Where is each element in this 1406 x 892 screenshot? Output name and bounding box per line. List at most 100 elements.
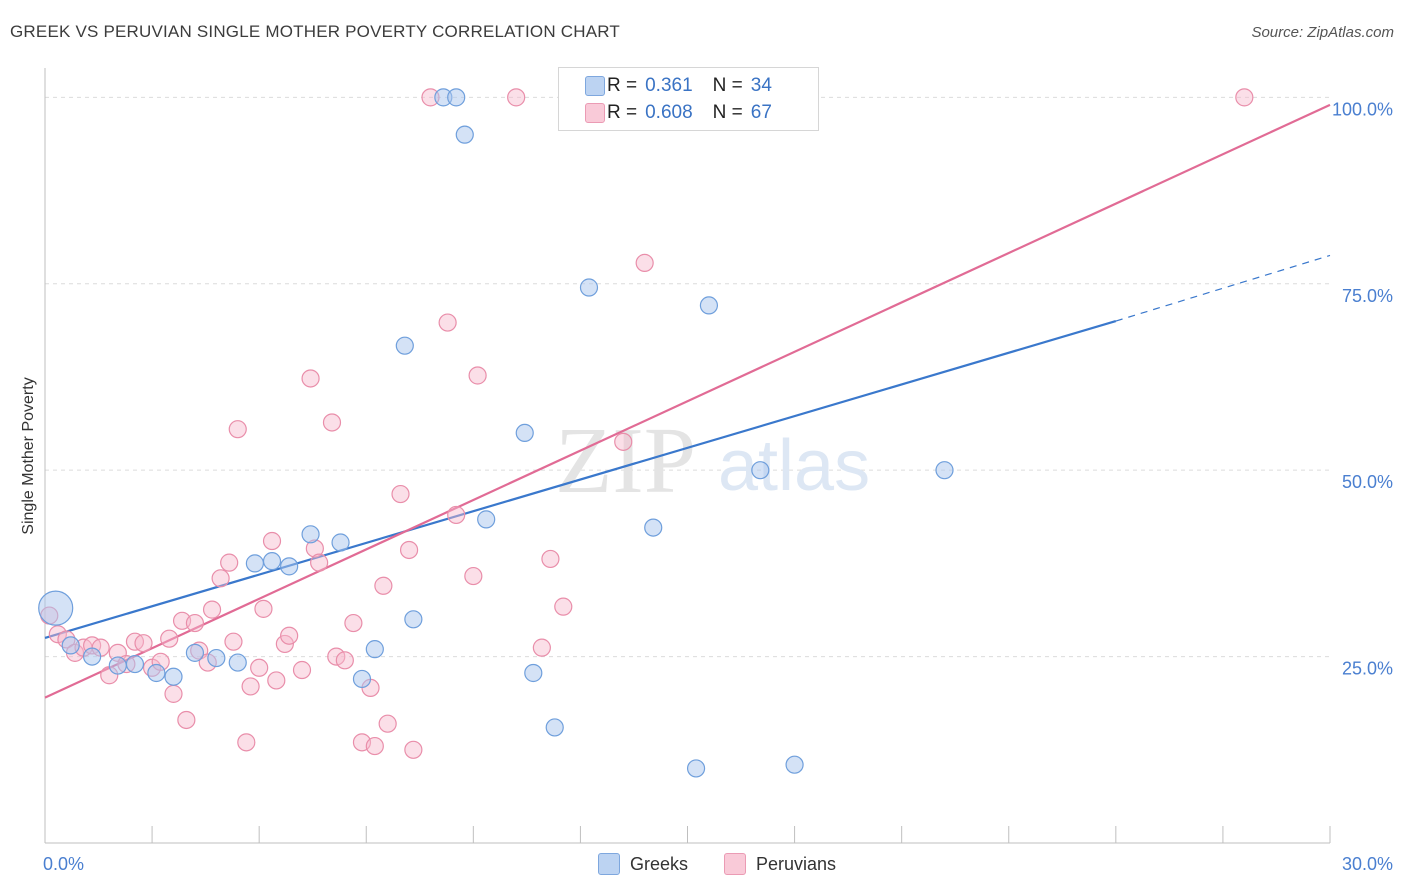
peruvian-point — [267, 671, 286, 690]
greek-point — [365, 640, 384, 659]
legend-r-label: R = — [607, 75, 638, 96]
greek-point — [545, 718, 564, 737]
greek-point — [515, 423, 534, 443]
peruvian-point — [404, 740, 423, 759]
greek-point — [262, 552, 282, 571]
peruvian-point — [241, 677, 260, 696]
greek-point — [579, 278, 599, 297]
legend-r-value: 0.361 — [645, 75, 693, 96]
peruvian-point — [185, 613, 205, 633]
legend-swatch-greeks — [585, 76, 605, 96]
y-tick-label: 75.0% — [1342, 286, 1393, 306]
grid-layer — [45, 96, 1330, 658]
greek-point — [207, 648, 226, 668]
legend-row-peruvians: R = 0.608 N = 67 — [585, 101, 772, 125]
legend-n-label: N = — [712, 102, 743, 123]
peruvian-point — [614, 432, 633, 451]
peruvian-point — [211, 569, 230, 588]
greek-point — [185, 643, 205, 662]
peruvians-trend-line — [44, 103, 1331, 699]
greek-point — [935, 461, 954, 480]
chart-source: Source: ZipAtlas.com — [1251, 24, 1394, 41]
peruvian-point — [635, 253, 654, 272]
greek-point — [228, 653, 247, 672]
y-tick-label: 50.0% — [1342, 472, 1393, 492]
peruvians-points — [40, 88, 1254, 759]
bottom-legend-peruvians-label: Peruvians — [756, 853, 837, 874]
legend-box: R = 0.361 N = 34 R = 0.608 N = 67 — [558, 67, 819, 131]
peruvian-point — [532, 638, 551, 657]
greek-point — [477, 510, 496, 529]
greek-point — [447, 88, 466, 107]
greek-point — [686, 759, 706, 778]
peruvian-point — [220, 553, 239, 572]
bottom-legend-greeks-label: Greeks — [630, 853, 689, 874]
peruvian-point — [447, 505, 466, 525]
legend-row-greeks: R = 0.361 N = 34 — [585, 74, 772, 98]
watermark-atlas: atlas — [718, 426, 870, 506]
greek-point — [301, 525, 320, 544]
y-axis-title: Single Mother Poverty — [20, 377, 37, 535]
peruvian-point — [399, 540, 419, 560]
greeks-trend-extension — [1115, 254, 1331, 322]
peruvian-point — [280, 626, 299, 645]
peruvian-point — [134, 634, 153, 653]
peruvian-point — [541, 549, 560, 569]
greek-point — [395, 336, 414, 355]
peruvian-point — [48, 625, 67, 644]
peruvian-point — [374, 576, 393, 595]
bottom-legend-greeks: Greeks — [598, 852, 688, 876]
chart-title: GREEK VS PERUVIAN SINGLE MOTHER POVERTY … — [10, 22, 620, 41]
peruvian-point — [310, 553, 329, 572]
greek-point — [455, 125, 474, 144]
x-tick-label: 30.0% — [1342, 854, 1393, 874]
peruvian-point — [254, 599, 273, 618]
legend-n-label: N = — [712, 75, 743, 96]
bottom-legend-peruvians-swatch — [724, 853, 746, 875]
greek-point — [785, 755, 804, 774]
peruvian-point — [365, 736, 384, 756]
greek-point — [644, 518, 663, 537]
peruvian-point — [507, 88, 526, 107]
peruvian-point — [438, 313, 457, 332]
peruvian-point — [202, 600, 222, 619]
watermark-zip: ZIP — [555, 409, 696, 513]
legend-n-value: 67 — [750, 102, 772, 123]
peruvian-point — [275, 634, 294, 654]
x-tick-label: 0.0% — [43, 854, 84, 874]
peruvian-point — [224, 632, 243, 651]
peruvian-point — [1235, 88, 1254, 107]
greek-point — [61, 636, 80, 655]
greek-point — [524, 663, 543, 683]
greek-point — [751, 461, 770, 480]
peruvian-point — [464, 566, 483, 586]
greek-point — [147, 663, 166, 683]
peruvian-point — [344, 613, 363, 633]
greek-point — [280, 557, 299, 576]
greek-point — [404, 610, 423, 629]
peruvian-point — [228, 420, 247, 439]
axis-layer — [44, 68, 1331, 844]
peruvian-point — [164, 684, 183, 703]
peruvian-point — [301, 369, 320, 388]
tick-labels: 25.0% 50.0% 75.0% 100.0% 0.0% 30.0% — [43, 99, 1393, 874]
bottom-legend-peruvians: Peruvians — [724, 852, 836, 876]
greek-point — [164, 667, 183, 686]
greek-point — [108, 656, 127, 675]
greek-point — [38, 590, 74, 626]
peruvian-point — [237, 733, 256, 752]
legend-r-label: R = — [607, 102, 638, 123]
greek-point — [352, 669, 372, 689]
greek-point — [331, 533, 350, 552]
peruvian-point — [160, 629, 179, 648]
greek-point — [125, 654, 145, 674]
greek-point — [83, 647, 102, 666]
bottom-legend-greeks-swatch — [598, 853, 620, 875]
greek-point — [699, 296, 719, 315]
watermark: ZIP atlas — [555, 409, 870, 513]
y-tick-label: 100.0% — [1332, 99, 1393, 119]
peruvian-point — [335, 651, 354, 670]
greek-point — [245, 554, 264, 573]
legend-swatch-peruvians — [585, 103, 605, 123]
